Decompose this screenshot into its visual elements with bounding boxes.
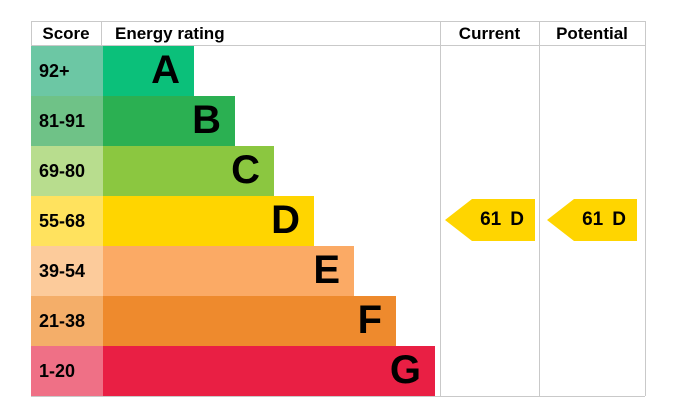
band-row-c: 69-80 C	[31, 146, 431, 196]
band-letter-e: E	[313, 248, 340, 292]
current-potential-divider	[539, 21, 540, 396]
potential-rating-score: 61	[582, 209, 604, 230]
table-right-border	[645, 21, 646, 396]
band-row-b: 81-91 B	[31, 96, 431, 146]
score-column-divider	[101, 21, 102, 46]
band-bar-f: F	[103, 296, 396, 346]
band-bar-d: D	[103, 196, 314, 246]
band-row-e: 39-54 E	[31, 246, 431, 296]
potential-column-header: Potential	[556, 24, 628, 43]
score-range-cell-b: 81-91	[31, 96, 103, 146]
table-bottom-border	[31, 396, 645, 397]
band-row-f: 21-38 F	[31, 296, 431, 346]
band-letter-b: B	[192, 98, 221, 142]
current-column-left-border	[440, 21, 441, 396]
band-row-a: 92+ A	[31, 46, 431, 96]
score-range-cell-a: 92+	[31, 46, 103, 96]
band-row-g: 1-20 G	[31, 346, 435, 396]
header-bottom-border	[31, 45, 645, 46]
score-range-cell-c: 69-80	[31, 146, 103, 196]
energy-rating-column-header: Energy rating	[115, 24, 225, 43]
score-range-cell-e: 39-54	[31, 246, 103, 296]
band-letter-f: F	[357, 298, 382, 342]
current-rating-arrow: 61 D	[445, 199, 535, 241]
score-range-cell-f: 21-38	[31, 296, 103, 346]
band-letter-c: C	[231, 148, 260, 192]
band-bar-e: E	[103, 246, 354, 296]
band-bar-c: C	[103, 146, 274, 196]
current-rating-score: 61	[480, 209, 502, 230]
current-rating-band: D	[510, 209, 524, 230]
potential-rating-arrow: 61 D	[547, 199, 637, 241]
score-range-cell-g: 1-20	[31, 346, 103, 396]
band-letter-g: G	[389, 348, 421, 392]
score-range-cell-d: 55-68	[31, 196, 103, 246]
table-top-border	[31, 21, 645, 22]
band-letter-d: D	[271, 198, 300, 242]
band-bar-b: B	[103, 96, 235, 146]
band-letter-a: A	[151, 48, 180, 92]
potential-rating-band: D	[612, 209, 626, 230]
score-column-header: Score	[42, 24, 90, 43]
band-bar-g: G	[103, 346, 435, 396]
band-bar-a: A	[103, 46, 194, 96]
band-row-d: 55-68 D	[31, 196, 431, 246]
current-column-header: Current	[458, 24, 521, 43]
